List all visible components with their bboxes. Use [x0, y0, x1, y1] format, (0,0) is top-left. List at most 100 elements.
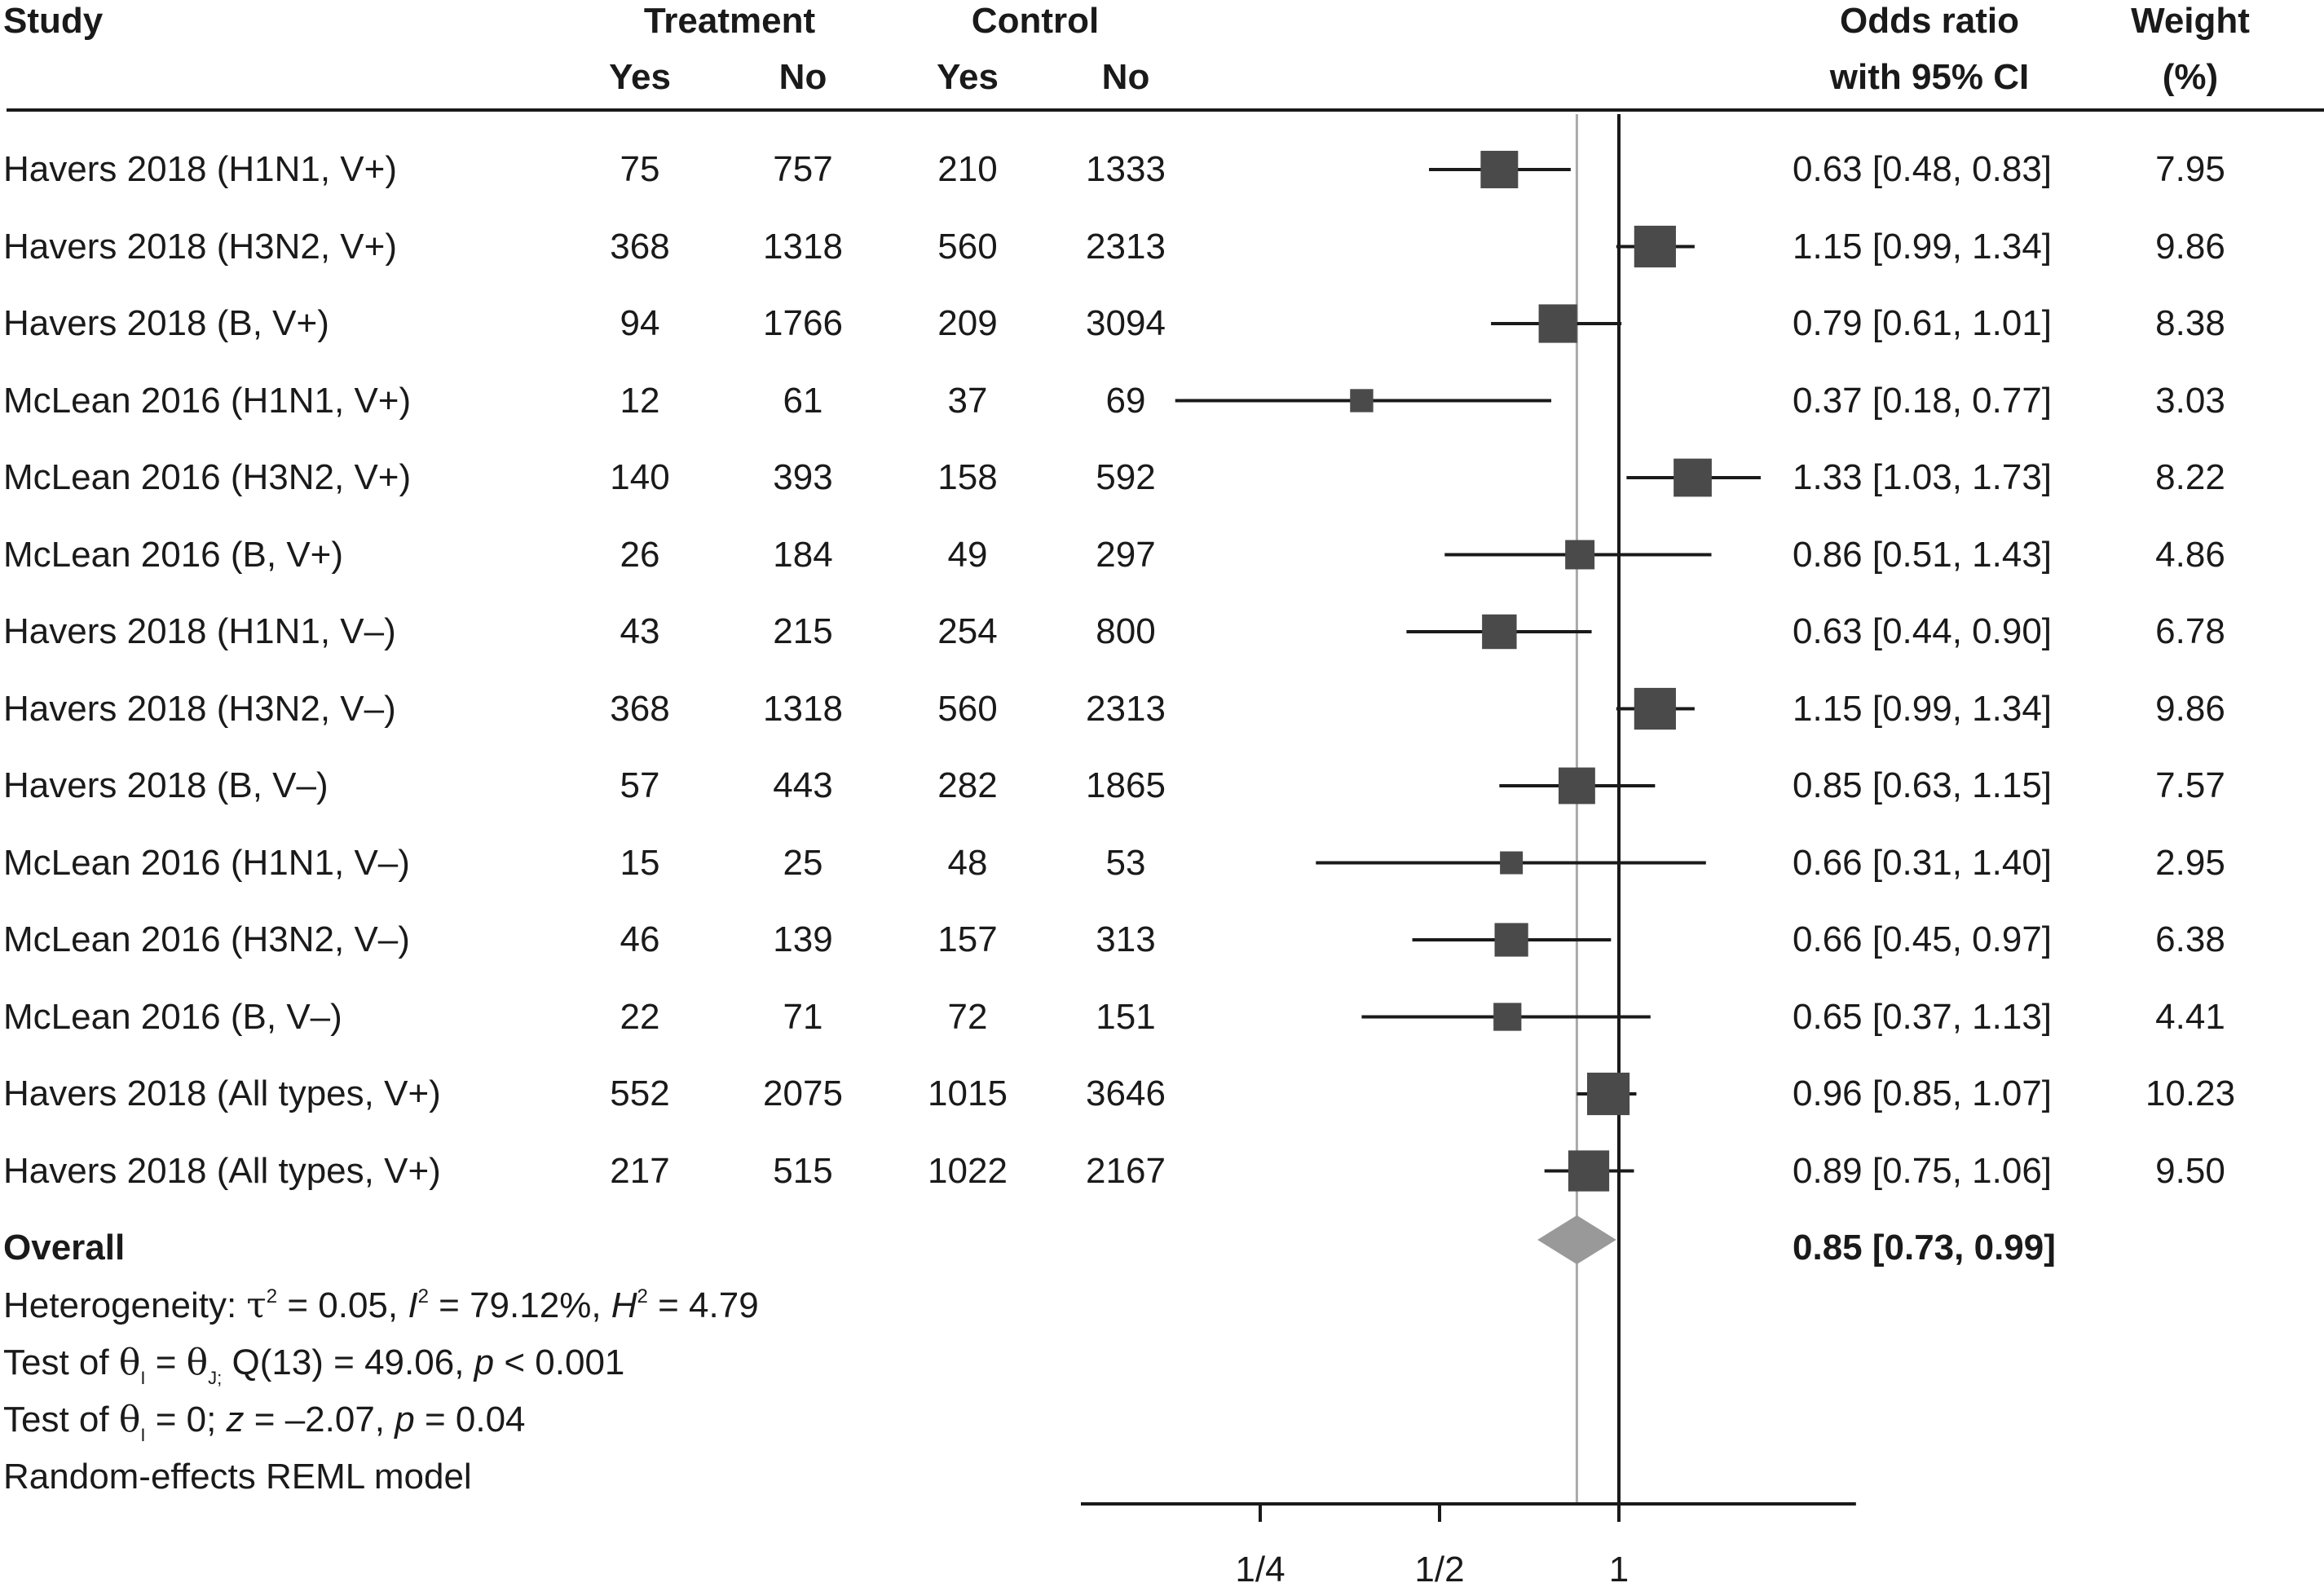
weight-header: Weight — [2131, 1, 2250, 41]
cell-or-text: 0.85 [0.63, 1.15] — [1793, 765, 2053, 805]
odds-ratio-header: Odds ratio — [1839, 1, 2020, 41]
cell-study: McLean 2016 (H3N2, V+) — [3, 457, 412, 497]
cell-t-yes: 75 — [620, 149, 660, 189]
cell-study: Havers 2018 (All types, V+) — [3, 1074, 441, 1113]
control-header: Control — [971, 1, 1100, 41]
cell-t-yes: 57 — [620, 765, 660, 805]
cell-or-text: 0.86 [0.51, 1.43] — [1793, 534, 2053, 575]
cell-c-yes: 1022 — [928, 1150, 1008, 1191]
cell-c-no: 2313 — [1086, 688, 1166, 729]
cell-t-no: 184 — [773, 534, 833, 575]
cell-c-no: 800 — [1096, 611, 1156, 651]
cell-t-no: 393 — [773, 457, 833, 497]
cell-t-no: 2075 — [763, 1074, 843, 1113]
overall-diamond — [1537, 1215, 1616, 1264]
cell-t-yes: 12 — [620, 380, 660, 421]
effect-marker — [1674, 458, 1712, 497]
effect-marker — [1586, 1072, 1630, 1116]
overall-effect-test: Test of θI = 0; z = –2.07, p = 0.04 — [3, 1400, 526, 1444]
effect-marker — [1482, 614, 1517, 650]
theta-symbol-2: θ — [186, 1342, 209, 1383]
effect-marker — [1565, 540, 1595, 570]
cell-study: Havers 2018 (B, V+) — [3, 303, 329, 343]
cell-c-yes: 1015 — [928, 1074, 1008, 1113]
het-prefix: Heterogeneity: — [3, 1285, 247, 1325]
cell-c-no: 3646 — [1086, 1074, 1166, 1113]
cell-or-text: 0.66 [0.45, 0.97] — [1793, 919, 2053, 959]
cell-c-yes: 37 — [947, 380, 988, 421]
cell-c-no: 3094 — [1086, 303, 1166, 343]
effect-marker — [1500, 851, 1524, 875]
effect-marker — [1568, 1150, 1610, 1192]
z-symbol: z — [226, 1400, 245, 1439]
effect-marker — [1350, 389, 1374, 412]
cell-t-yes: 140 — [610, 457, 670, 497]
x-tick-label: 1/2 — [1414, 1550, 1464, 1589]
cell-study: McLean 2016 (B, V–) — [3, 996, 342, 1037]
test1-eq: = — [145, 1342, 187, 1382]
cell-or-text: 0.66 [0.31, 1.40] — [1793, 842, 2053, 883]
cell-or-text: 0.96 [0.85, 1.07] — [1793, 1074, 2053, 1113]
cell-weight: 7.57 — [2155, 765, 2225, 805]
test2-prefix: Test of — [3, 1400, 119, 1439]
cell-study: Havers 2018 (H1N1, V+) — [3, 149, 397, 189]
overall-or-text: 0.85 [0.73, 0.99] — [1793, 1228, 2056, 1268]
cell-c-no: 1333 — [1086, 149, 1166, 189]
cell-weight: 4.86 — [2155, 534, 2225, 575]
test1-prefix: Test of — [3, 1342, 119, 1382]
i-sq: 2 — [417, 1285, 429, 1307]
cell-study: Havers 2018 (B, V–) — [3, 765, 329, 805]
control-no-header: No — [1101, 57, 1150, 97]
cell-or-text: 0.79 [0.61, 1.01] — [1793, 303, 2053, 343]
cell-t-yes: 94 — [620, 303, 660, 343]
cell-or-text: 0.37 [0.18, 0.77] — [1793, 380, 2053, 421]
cell-c-no: 69 — [1105, 380, 1146, 421]
effect-marker — [1494, 923, 1528, 957]
test1-p-value: < 0.001 — [494, 1342, 625, 1382]
cell-c-yes: 560 — [937, 226, 998, 267]
effect-marker — [1538, 304, 1577, 343]
cell-t-yes: 368 — [610, 226, 670, 267]
cell-c-yes: 282 — [937, 765, 998, 805]
cell-weight: 4.41 — [2155, 996, 2225, 1037]
cell-study: McLean 2016 (H3N2, V–) — [3, 919, 410, 959]
h-symbol: H — [611, 1285, 637, 1325]
cell-weight: 9.86 — [2155, 688, 2225, 729]
cell-c-no: 2313 — [1086, 226, 1166, 267]
test2-p-value: = 0.04 — [414, 1400, 526, 1439]
tau-sq: 2 — [266, 1285, 278, 1307]
study-header: Study — [3, 1, 104, 41]
cell-t-no: 757 — [773, 149, 833, 189]
cell-c-no: 2167 — [1086, 1150, 1166, 1191]
cell-t-yes: 15 — [620, 842, 660, 883]
cell-weight: 2.95 — [2155, 842, 2225, 883]
cell-c-yes: 49 — [947, 534, 988, 575]
theta-sub-i-2: I — [140, 1425, 146, 1445]
cell-c-yes: 210 — [937, 149, 998, 189]
cell-weight: 10.23 — [2145, 1074, 2236, 1113]
odds-ratio-ci-header: with 95% CI — [1829, 57, 2030, 97]
control-yes-header: Yes — [937, 57, 999, 97]
cell-t-no: 515 — [773, 1150, 833, 1191]
test2-eq: = 0; — [145, 1400, 227, 1439]
cell-c-yes: 560 — [937, 688, 998, 729]
cell-study: Havers 2018 (All types, V+) — [3, 1150, 441, 1191]
cell-t-yes: 43 — [620, 611, 660, 651]
i-symbol: I — [408, 1285, 418, 1325]
cell-t-yes: 22 — [620, 996, 660, 1037]
cell-t-no: 215 — [773, 611, 833, 651]
cell-study: McLean 2016 (H1N1, V–) — [3, 842, 410, 883]
cell-t-yes: 217 — [610, 1150, 670, 1191]
cell-c-yes: 158 — [937, 457, 998, 497]
cell-t-no: 61 — [783, 380, 823, 421]
theta-sub-j: J; — [208, 1368, 223, 1388]
cell-t-no: 443 — [773, 765, 833, 805]
cell-weight: 3.03 — [2155, 380, 2225, 421]
treatment-no-header: No — [778, 57, 827, 97]
cell-study: Havers 2018 (H3N2, V–) — [3, 688, 396, 729]
overall-label: Overall — [3, 1228, 126, 1268]
het-i-value: = 79.12%, — [428, 1285, 611, 1325]
cell-weight: 9.50 — [2155, 1150, 2225, 1191]
cell-or-text: 0.63 [0.48, 0.83] — [1793, 149, 2053, 189]
